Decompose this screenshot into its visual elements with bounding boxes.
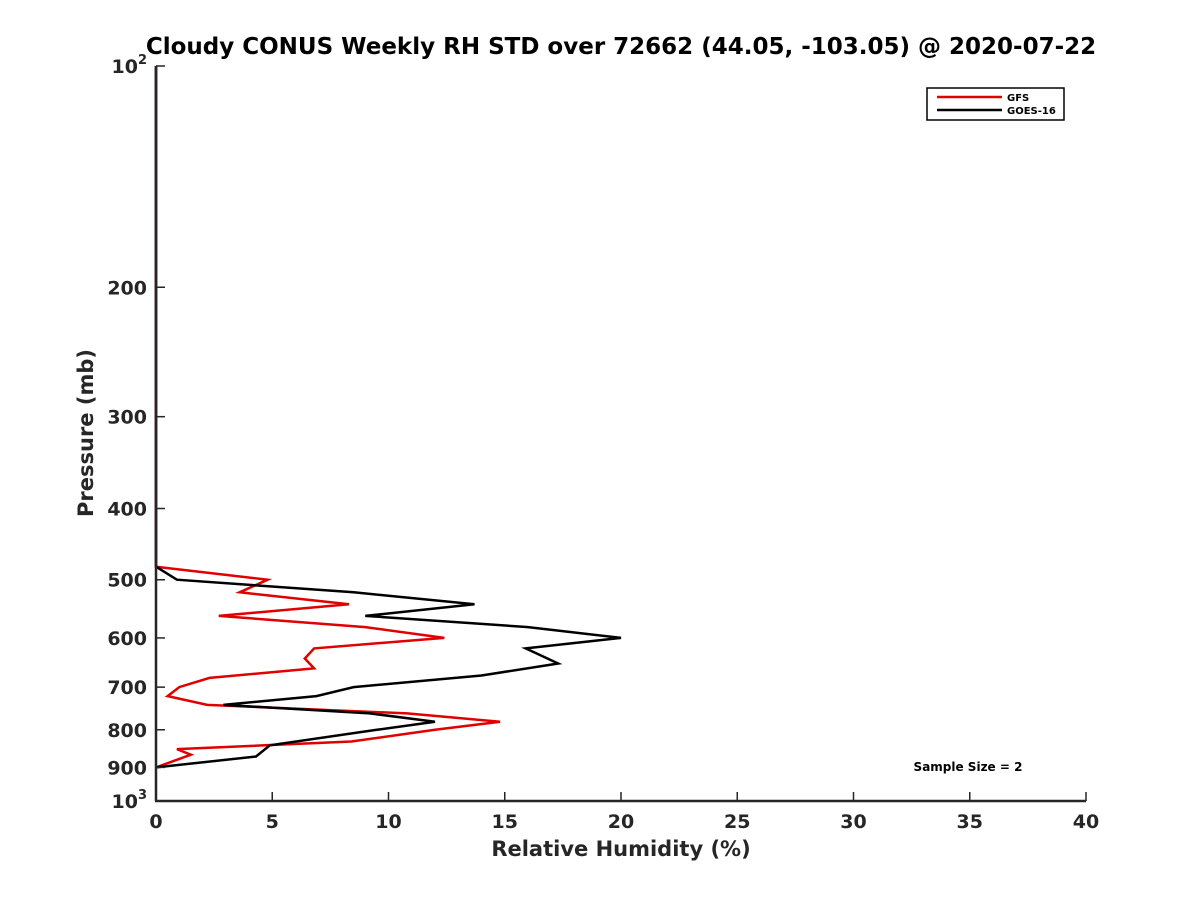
y-tick-label: 200 bbox=[107, 277, 147, 299]
legend-box bbox=[926, 87, 1065, 121]
x-tick-label: 25 bbox=[724, 811, 750, 833]
x-tick-label: 15 bbox=[492, 811, 518, 833]
y-tick-label: 800 bbox=[107, 720, 147, 742]
series-group bbox=[154, 66, 622, 769]
y-tick-label: 103 bbox=[112, 788, 148, 813]
series-line-gfs bbox=[154, 66, 501, 769]
y-tick-label: 900 bbox=[107, 757, 147, 779]
legend-label-goes16: GOES-16 bbox=[1007, 106, 1056, 117]
x-axis-label: Relative Humidity (%) bbox=[491, 837, 750, 861]
x-tick-label: 30 bbox=[840, 811, 866, 833]
x-ticks: 0 5 10 15 20 25 30 35 40 bbox=[149, 792, 1099, 833]
y-tick-label: 400 bbox=[107, 499, 147, 521]
y-tick-label: 700 bbox=[107, 677, 147, 699]
legend-label-gfs: GFS bbox=[1007, 93, 1029, 104]
y-tick-label: 500 bbox=[107, 570, 147, 592]
x-tick-label: 20 bbox=[608, 811, 634, 833]
x-tick-label: 0 bbox=[149, 811, 162, 833]
y-tick-label: 102 bbox=[112, 53, 148, 78]
sample-size-annotation: Sample Size = 2 bbox=[914, 760, 1023, 774]
legend: GFS GOES-16 bbox=[926, 87, 1065, 121]
x-tick-label: 40 bbox=[1073, 811, 1099, 833]
x-tick-label: 10 bbox=[375, 811, 401, 833]
y-axis-label: Pressure (mb) bbox=[74, 349, 98, 517]
x-tick-label: 5 bbox=[266, 811, 279, 833]
y-tick-label: 600 bbox=[107, 628, 147, 650]
x-tick-label: 35 bbox=[957, 811, 983, 833]
chart-title: Cloudy CONUS Weekly RH STD over 72662 (4… bbox=[146, 34, 1096, 60]
series-line-goes16 bbox=[154, 66, 622, 769]
y-ticks: 102 200 300 400 500 600 700 800 900 103 bbox=[107, 53, 165, 813]
y-tick-label: 300 bbox=[107, 407, 147, 429]
